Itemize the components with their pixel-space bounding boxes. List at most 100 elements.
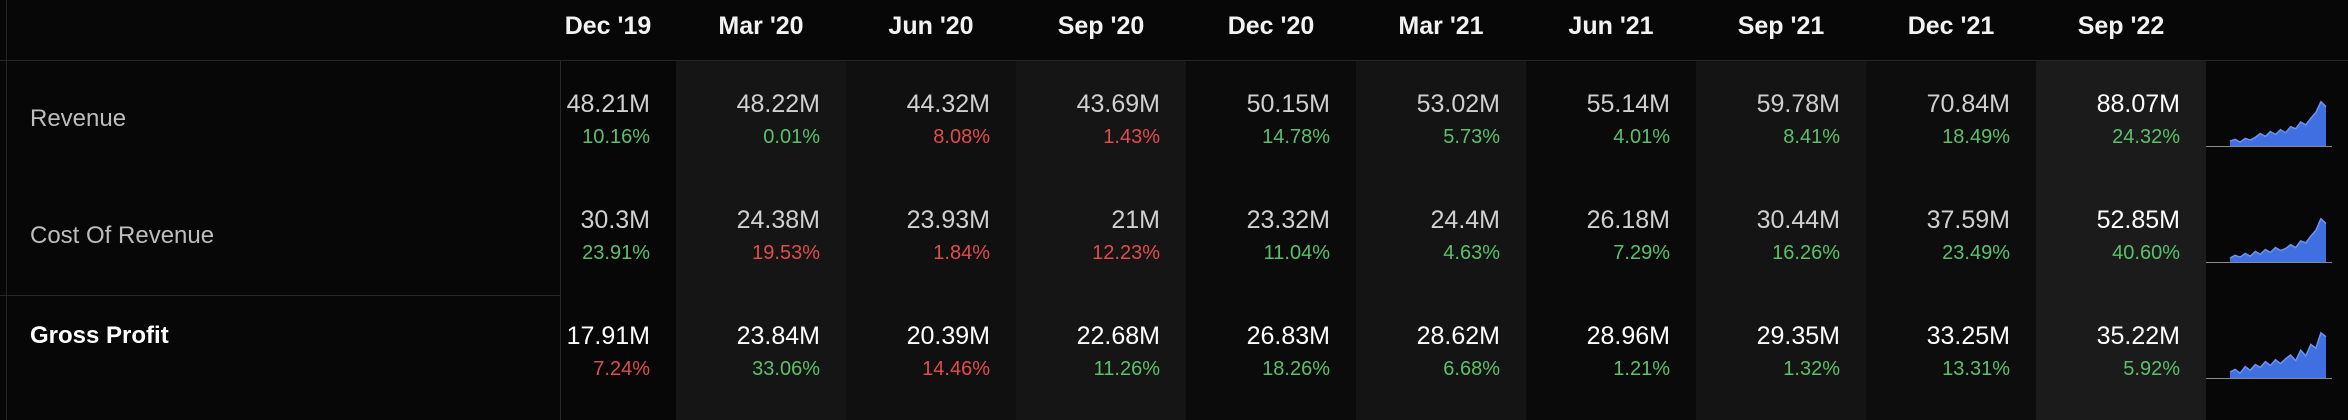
sparkline-chart[interactable] [2206,210,2332,266]
table-cell: 88.07M 24.32% [2036,90,2206,150]
cell-change-percent: 1.32% [1783,358,1840,380]
cell-change-percent: 18.49% [1942,126,2010,148]
table-cell: 30.44M 16.26% [1696,206,1866,266]
cell-change-percent: 4.01% [1613,126,1670,148]
cell-value: 21M [1111,206,1160,234]
table-cell: 24.4M 4.63% [1356,206,1526,266]
cell-change-percent: 7.24% [593,358,650,380]
table-cell: 55.14M 4.01% [1526,90,1696,150]
column-header[interactable]: Mar '20 [718,11,804,40]
cell-change-percent: 5.92% [2123,358,2180,380]
table-cell: 28.62M 6.68% [1356,322,1526,382]
left-border [6,0,7,420]
table-cell: 23.93M 1.84% [846,206,1016,266]
cell-change-percent: 23.49% [1942,242,2010,264]
cell-value: 70.84M [1926,90,2010,118]
cell-value: 43.69M [1076,90,1160,118]
cell-value: 23.84M [736,322,820,350]
table-cell: 59.78M 8.41% [1696,90,1866,150]
table-cell: 26.83M 18.26% [1186,322,1356,382]
column-background [1526,61,1696,420]
cell-change-percent: 19.53% [752,242,820,264]
cell-value: 33.25M [1926,322,2010,350]
column-header[interactable]: Dec '19 [564,11,652,40]
table-cell: 20.39M 14.46% [846,322,1016,382]
cell-value: 24.4M [1430,206,1500,234]
table-cell: 52.85M 40.60% [2036,206,2206,266]
cell-change-percent: 4.63% [1443,242,1500,264]
cell-value: 48.21M [566,90,650,118]
column-background [1866,61,2036,420]
column-background [1016,61,1186,420]
cell-value: 23.93M [906,206,990,234]
table-cell: 24.38M 19.53% [676,206,846,266]
column-header[interactable]: Jun '21 [1568,11,1654,40]
cell-value: 17.91M [566,322,650,350]
cell-change-percent: 23.91% [582,242,650,264]
cell-value: 23.32M [1246,206,1330,234]
sparkline-line [2229,331,2327,375]
cell-change-percent: 33.06% [752,358,820,380]
cell-value: 55.14M [1586,90,1670,118]
column-background [1356,61,1526,420]
column-header[interactable]: Sep '20 [1057,11,1145,40]
column-header[interactable]: Sep '21 [1737,11,1825,40]
cell-value: 28.96M [1586,322,1670,350]
table-cell: 70.84M 18.49% [1866,90,2036,150]
cell-change-percent: 40.60% [2112,242,2180,264]
table-cell: 26.18M 7.29% [1526,206,1696,266]
table-cell: 28.96M 1.21% [1526,322,1696,382]
table-cell: 17.91M 7.24% [560,322,676,382]
table-cell: 48.21M 10.16% [560,90,676,150]
column-background [846,61,1016,420]
cell-value: 24.38M [736,206,820,234]
header-divider [0,60,2348,61]
sparkline-line [2229,100,2327,144]
cell-change-percent: 8.41% [1783,126,1840,148]
sparkline-chart[interactable] [2206,326,2332,382]
row-label: Revenue [30,105,127,132]
cell-value: 53.02M [1416,90,1500,118]
sparkline-chart[interactable] [2206,94,2332,150]
cell-value: 26.83M [1246,322,1330,350]
cell-change-percent: 1.21% [1613,358,1670,380]
column-header-row: Dec '19 Mar '20 Jun '20 Sep '20 Dec '20 Mar '… [0,0,2348,61]
cell-change-percent: 11.04% [1263,242,1330,264]
column-header[interactable]: Sep '22 [2077,11,2165,40]
cell-change-percent: 14.78% [1262,126,1330,148]
column-header[interactable]: Dec '21 [1907,11,1995,40]
cell-change-percent: 18.26% [1262,358,1330,380]
cell-change-percent: 0.01% [763,126,820,148]
table-cell: 48.22M 0.01% [676,90,846,150]
cell-value: 22.68M [1076,322,1160,350]
cell-change-percent: 24.32% [2112,126,2180,148]
cell-change-percent: 5.73% [1443,126,1500,148]
cell-value: 30.44M [1756,206,1840,234]
column-background [2036,61,2206,420]
sparkline-area [2230,332,2326,378]
label-column-divider [560,61,561,420]
cell-value: 50.15M [1246,90,1330,118]
cell-value: 29.35M [1756,322,1840,350]
table-cell: 33.25M 13.31% [1866,322,2036,382]
cell-change-percent: 11.26% [1093,358,1160,380]
gross-profit-divider [0,295,560,296]
table-cell: 22.68M 11.26% [1016,322,1186,382]
column-background [1186,61,1356,420]
cell-value: 35.22M [2096,322,2180,350]
table-cell: 37.59M 23.49% [1866,206,2036,266]
sparkline-area [2230,218,2326,262]
table-cell: 23.32M 11.04% [1186,206,1356,266]
table-cell: 35.22M 5.92% [2036,322,2206,382]
column-header[interactable]: Jun '20 [888,11,974,40]
table-cell: 43.69M 1.43% [1016,90,1186,150]
column-header[interactable]: Mar '21 [1398,11,1484,40]
cell-value: 30.3M [580,206,650,234]
cell-change-percent: 13.31% [1942,358,2010,380]
table-cell: 21M 12.23% [1016,206,1186,266]
table-cell: 44.32M 8.08% [846,90,1016,150]
cell-change-percent: 1.84% [933,242,990,264]
column-header[interactable]: Dec '20 [1227,11,1315,40]
column-background [676,61,846,420]
